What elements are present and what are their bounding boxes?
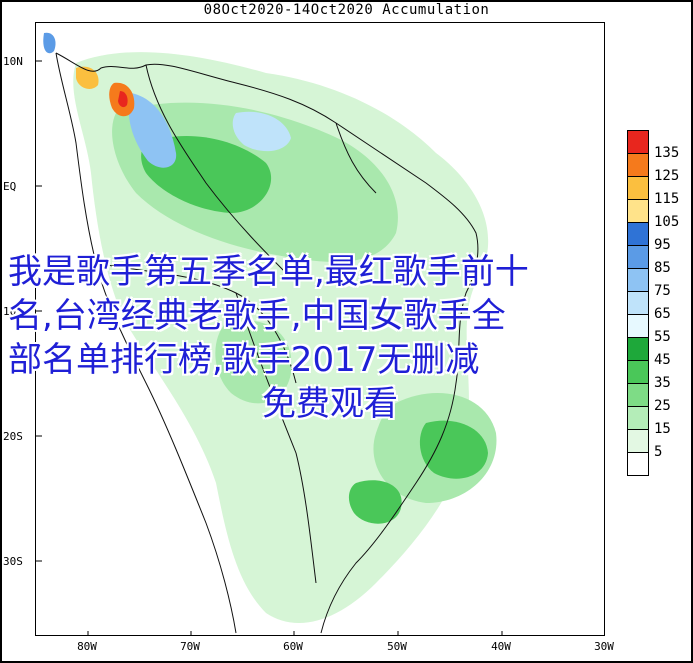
lon-label-60w: 60W [283, 640, 303, 653]
legend-tick-label: 75 [654, 283, 671, 299]
axis-ticks [36, 60, 503, 635]
legend-swatch [627, 314, 649, 337]
precip-blue [43, 32, 291, 168]
legend-tick-label: 105 [654, 214, 680, 230]
legend-swatch [627, 383, 649, 406]
coastlines [55, 52, 479, 634]
legend-tick-label: 55 [654, 329, 671, 345]
legend-swatch [627, 429, 649, 452]
color-legend [627, 130, 649, 476]
lon-label-30w: 30W [594, 640, 614, 653]
legend-swatch [627, 245, 649, 268]
legend-swatch [627, 291, 649, 314]
lat-label-eq: EQ [3, 180, 17, 193]
legend-swatch [627, 268, 649, 291]
legend-swatch [627, 406, 649, 429]
legend-swatch [627, 153, 649, 176]
legend-swatch [627, 222, 649, 245]
lon-label-80w: 80W [77, 640, 97, 653]
legend-tick-label: 85 [654, 260, 671, 276]
legend-tick-label: 35 [654, 375, 671, 391]
precip-peak [76, 66, 135, 117]
legend-tick-label: 25 [654, 398, 671, 414]
legend-tick-label: 5 [654, 444, 663, 460]
legend-swatch [627, 452, 649, 476]
lon-label-50w: 50W [387, 640, 407, 653]
legend-swatch [627, 176, 649, 199]
lon-label-70w: 70W [180, 640, 200, 653]
legend-tick-label: 65 [654, 306, 671, 322]
legend-tick-label: 15 [654, 421, 671, 437]
legend-tick-label: 95 [654, 237, 671, 253]
map-title: 08Oct2020-14Oct2020 Accumulation [203, 2, 490, 18]
precipitation-map [36, 32, 503, 635]
lat-label-10s: 10S [3, 305, 23, 318]
lat-label-30s: 30S [3, 555, 23, 568]
lat-label-10n: 10N [3, 55, 23, 68]
legend-swatch [627, 130, 649, 153]
legend-swatch [627, 337, 649, 360]
legend-tick-label: 115 [654, 191, 680, 207]
legend-tick-label: 45 [654, 352, 671, 368]
legend-tick-label: 135 [654, 145, 680, 161]
legend-swatch [627, 360, 649, 383]
legend-tick-label: 125 [654, 168, 680, 184]
legend-swatch [627, 199, 649, 222]
lon-label-40w: 40W [491, 640, 511, 653]
map-area [35, 22, 605, 636]
lat-label-20s: 20S [3, 430, 23, 443]
